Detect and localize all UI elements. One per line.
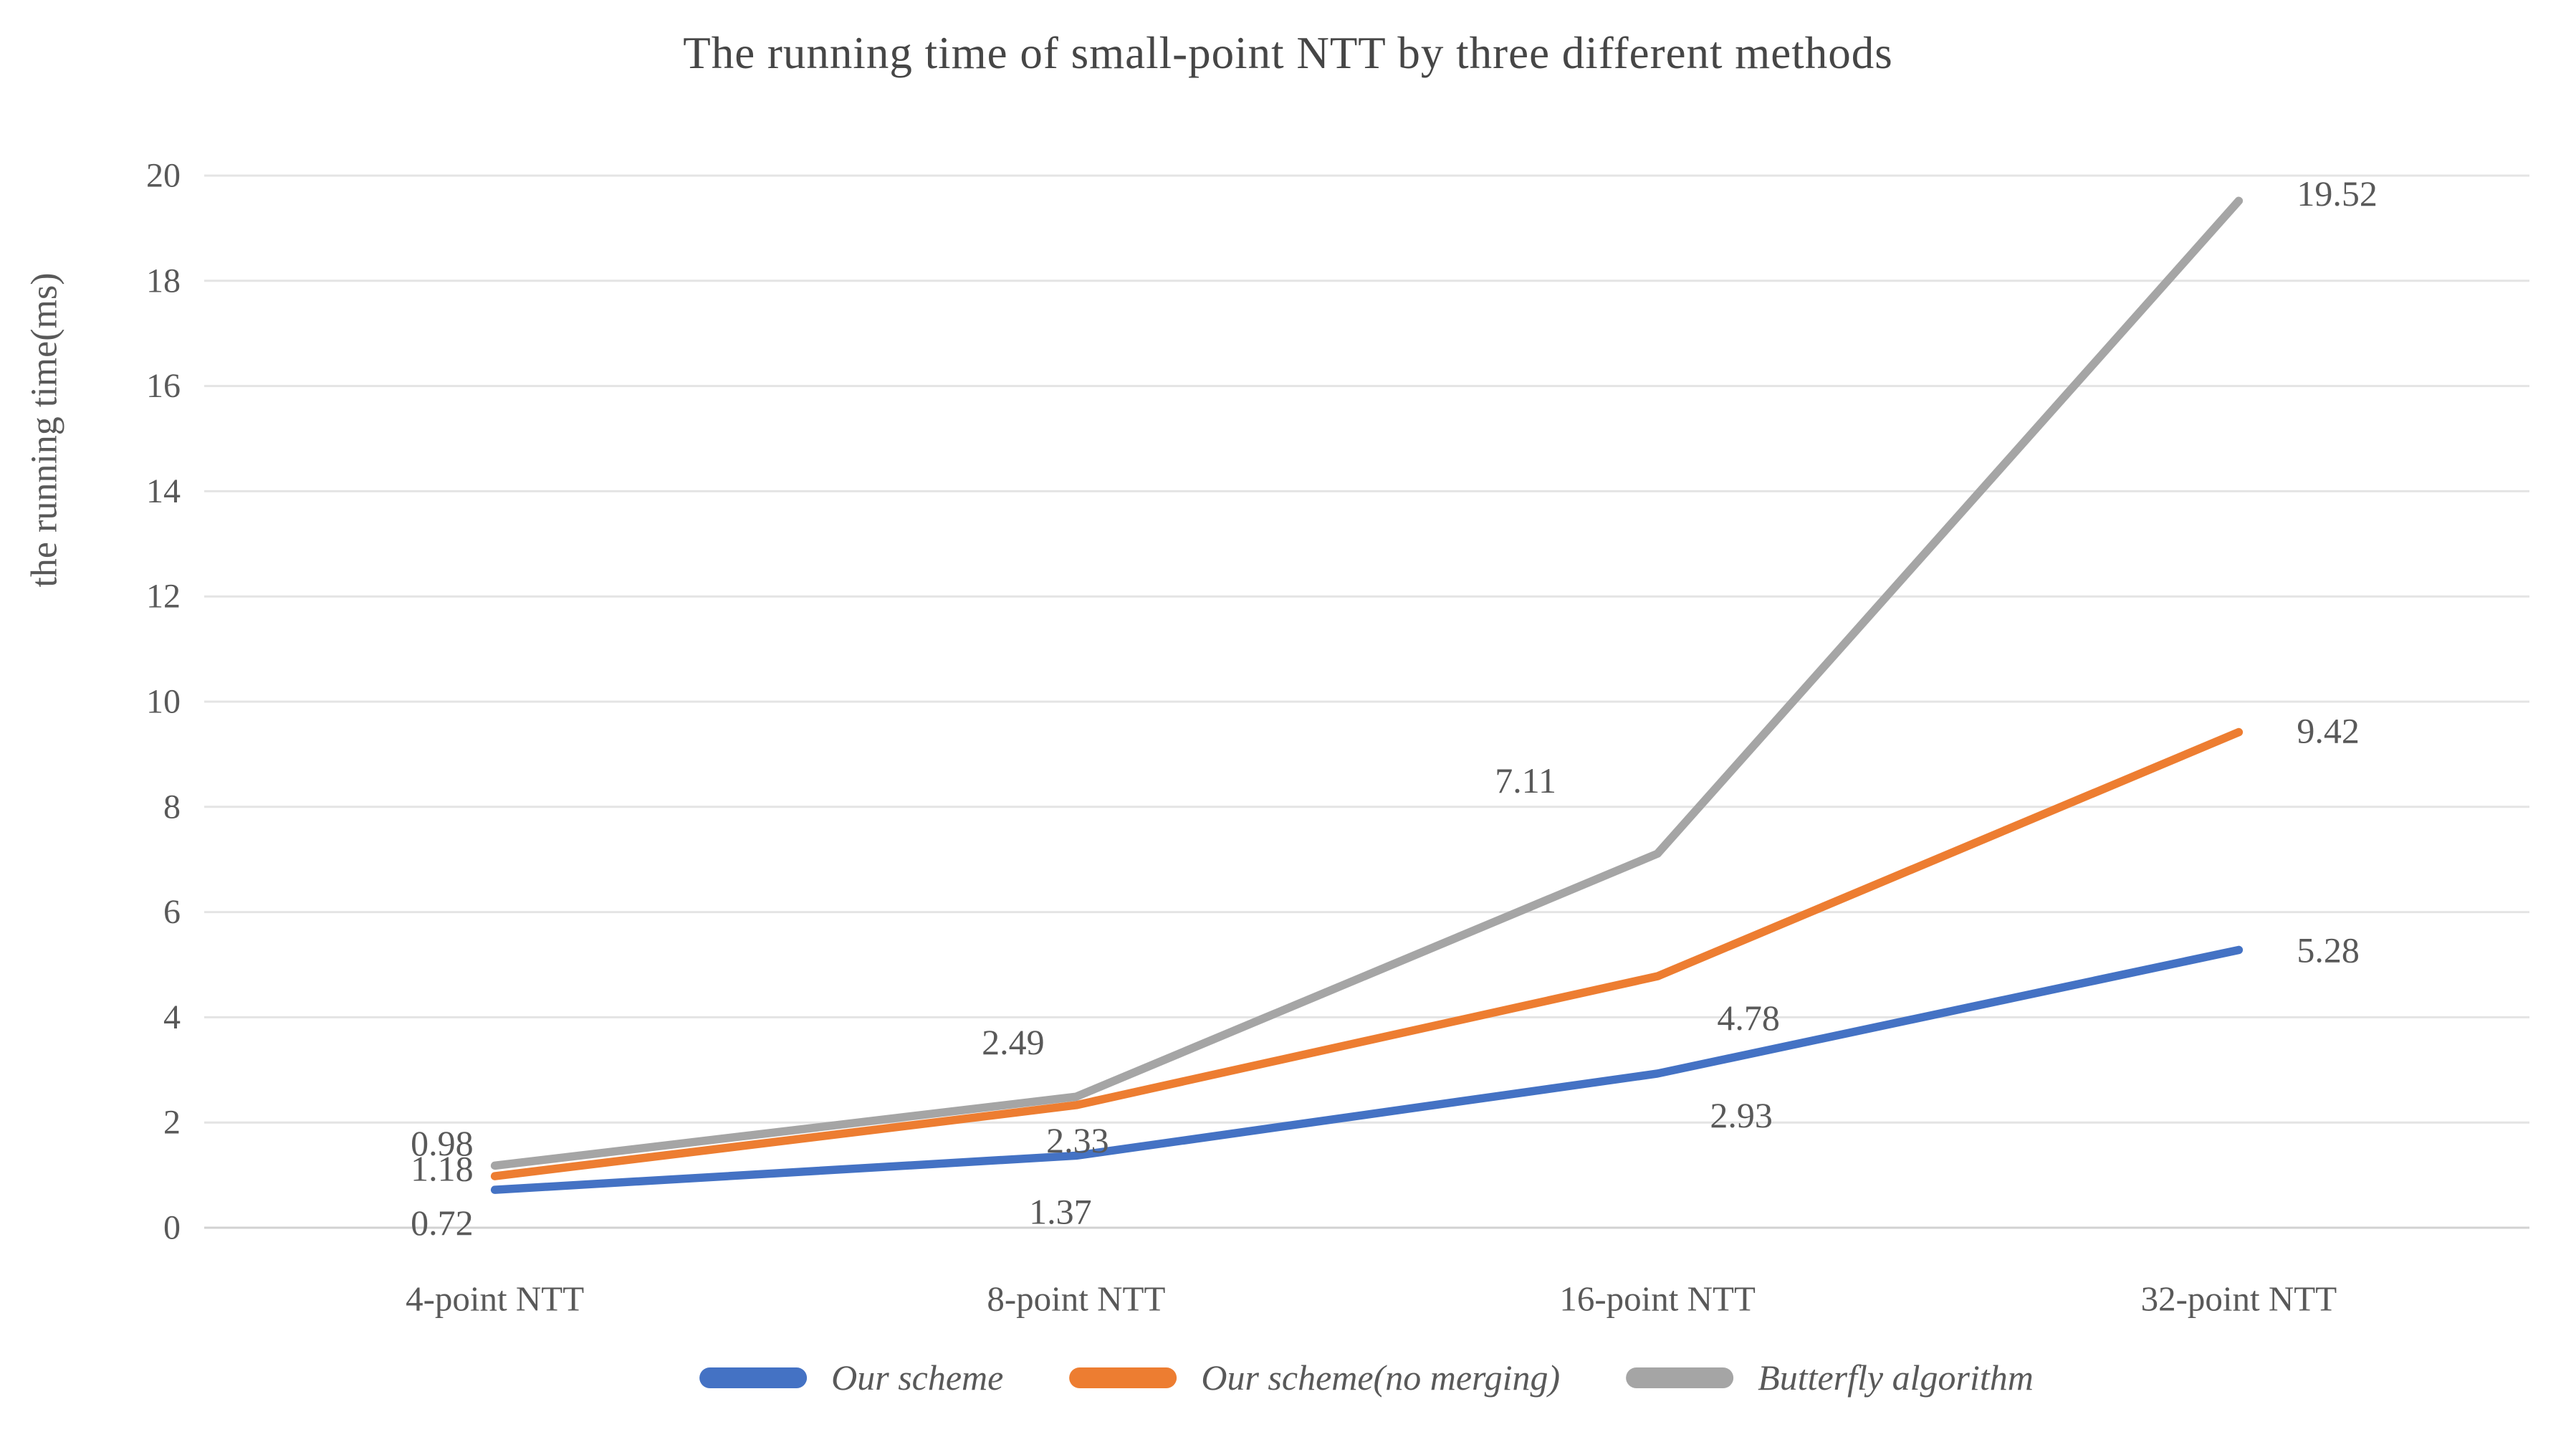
series-line-1 xyxy=(490,727,2244,1180)
data-label: 2.93 xyxy=(1710,1095,1773,1135)
data-label: 2.33 xyxy=(1046,1120,1109,1160)
legend-label: Butterfly algorithm xyxy=(1758,1357,2034,1398)
x-category-label: 8-point NTT xyxy=(987,1279,1165,1319)
data-label: 1.18 xyxy=(411,1148,474,1188)
chart-title: The running time of small-point NTT by t… xyxy=(683,28,1893,78)
data-label: 2.49 xyxy=(982,1022,1045,1062)
legend-swatch-icon xyxy=(1069,1367,1177,1388)
series-line-2 xyxy=(490,196,2244,1170)
legend-item-0: Our scheme xyxy=(699,1357,1003,1398)
y-tick-label: 6 xyxy=(163,893,181,931)
legend-label: Our scheme(no merging) xyxy=(1201,1357,1561,1398)
y-tick-label: 10 xyxy=(146,683,181,721)
x-category-label: 32-point NTT xyxy=(2141,1279,2337,1319)
series-line-0 xyxy=(490,945,2244,1194)
y-tick-label: 0 xyxy=(163,1209,181,1247)
legend-swatch-icon xyxy=(1626,1367,1734,1388)
legend-item-2: Butterfly algorithm xyxy=(1626,1357,2034,1398)
data-label: 5.28 xyxy=(2297,930,2360,970)
legend-item-1: Our scheme(no merging) xyxy=(1069,1357,1560,1398)
data-label: 1.37 xyxy=(1029,1191,1092,1231)
y-tick-label: 14 xyxy=(146,472,181,510)
x-category-label: 16-point NTT xyxy=(1559,1279,1756,1319)
legend-label: Our scheme xyxy=(831,1357,1004,1398)
data-label: 4.78 xyxy=(1717,998,1780,1038)
data-label: 19.52 xyxy=(2297,173,2378,214)
legend: Our scheme Our scheme(no merging) Butterfl… xyxy=(699,1357,2034,1398)
y-tick-label: 20 xyxy=(146,157,181,195)
data-label: 9.42 xyxy=(2297,711,2360,751)
data-label: 7.11 xyxy=(1495,760,1556,801)
y-tick-label: 18 xyxy=(146,262,181,300)
data-label: 0.72 xyxy=(411,1203,474,1243)
x-category-label: 4-point NTT xyxy=(406,1279,584,1319)
legend-swatch-icon xyxy=(699,1367,808,1388)
y-tick-label: 16 xyxy=(146,367,181,405)
y-tick-label: 8 xyxy=(163,788,181,826)
y-tick-label: 4 xyxy=(163,998,181,1036)
y-axis-title: the running time(ms) xyxy=(24,272,65,587)
y-tick-label: 2 xyxy=(163,1104,181,1142)
data-label: 0.98 xyxy=(411,1123,474,1163)
y-tick-label: 12 xyxy=(146,578,181,616)
